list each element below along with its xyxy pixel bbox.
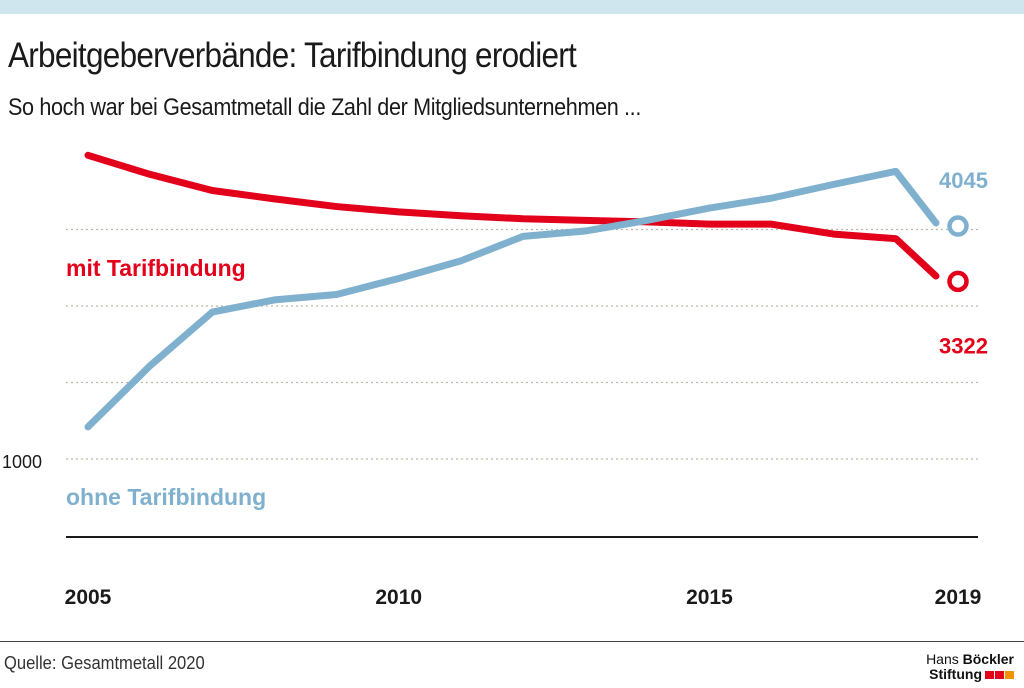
logo-mark-red-2 [995, 670, 1004, 679]
x-tick-label-2005: 2005 [65, 586, 112, 609]
logo-text-boeckler: Böckler [962, 651, 1014, 667]
series-label-ohne: ohne Tarifbindung [66, 484, 266, 510]
x-tick-label-2019: 2019 [935, 586, 982, 609]
logo-mark-red [985, 670, 994, 679]
series-end-marker-ohne [947, 215, 969, 237]
source-note: Quelle: Gesamtmetall 2020 [4, 653, 205, 673]
series-line-ohne [84, 167, 940, 431]
series-end-marker-mit [947, 270, 969, 293]
line-chart: 1000 2005 2010 2015 2019 3322 mit Tarifbindung… [2, 151, 988, 609]
series-label-mit: mit Tarifbindung [66, 255, 246, 281]
y-tick-label-1000: 1000 [2, 452, 42, 472]
series-end-label-ohne: 4045 [939, 168, 988, 193]
hans-boeckler-logo: Hans Böckler Stiftung [926, 652, 1014, 682]
top-band [0, 0, 1024, 14]
logo-text-hans: Hans [926, 651, 959, 667]
chart-title: Arbeitgeberverbände: Tarifbindung erodie… [8, 36, 577, 75]
series-line-mit [84, 151, 940, 280]
logo-mark-orange [1005, 670, 1014, 679]
logo-text-stiftung: Stiftung [929, 666, 982, 682]
chart-subtitle: So hoch war bei Gesamtmetall die Zahl de… [8, 94, 641, 121]
logo-mark-icon [985, 670, 1014, 679]
series-end-label-mit: 3322 [939, 333, 988, 358]
x-tick-label-2015: 2015 [686, 586, 733, 609]
footer-rule [0, 641, 1024, 642]
x-tick-label-2010: 2010 [375, 586, 422, 609]
